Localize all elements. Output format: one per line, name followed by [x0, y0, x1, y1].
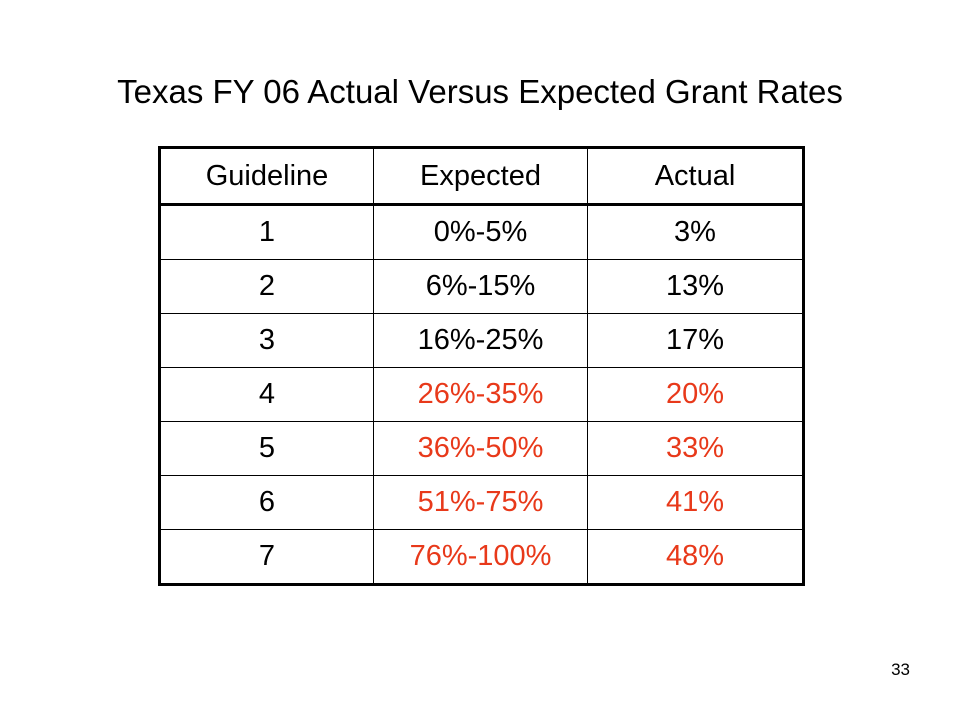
table-row: 6 51%-75% 41% — [159, 475, 804, 530]
grant-rates-table: Guideline Expected Actual 1 0%-5% 3% 2 6… — [158, 146, 805, 586]
guideline-cell: 2 — [159, 259, 374, 314]
page-number: 33 — [891, 660, 910, 679]
expected-cell: 36%-50% — [373, 421, 588, 476]
expected-cell: 0%-5% — [373, 204, 588, 260]
actual-cell: 17% — [587, 313, 804, 368]
expected-cell: 16%-25% — [373, 313, 588, 368]
actual-cell: 20% — [587, 367, 804, 422]
guideline-cell: 1 — [159, 204, 374, 260]
actual-cell: 3% — [587, 204, 804, 260]
table-row: 7 76%-100% 48% — [159, 529, 804, 585]
header-guideline: Guideline — [159, 147, 374, 206]
table-row: 4 26%-35% 20% — [159, 367, 804, 422]
header-expected: Expected — [373, 147, 588, 206]
table-row: 5 36%-50% 33% — [159, 421, 804, 476]
actual-cell: 41% — [587, 475, 804, 530]
table-header-row: Guideline Expected Actual — [159, 147, 804, 206]
table-row: 2 6%-15% 13% — [159, 259, 804, 314]
guideline-cell: 3 — [159, 313, 374, 368]
expected-cell: 6%-15% — [373, 259, 588, 314]
actual-cell: 33% — [587, 421, 804, 476]
expected-cell: 26%-35% — [373, 367, 588, 422]
actual-cell: 48% — [587, 529, 804, 585]
guideline-cell: 4 — [159, 367, 374, 422]
expected-cell: 76%-100% — [373, 529, 588, 585]
guideline-cell: 5 — [159, 421, 374, 476]
guideline-cell: 7 — [159, 529, 374, 585]
header-actual: Actual — [587, 147, 804, 206]
table-row: 1 0%-5% 3% — [159, 204, 804, 260]
slide-title: Texas FY 06 Actual Versus Expected Grant… — [117, 73, 843, 110]
table-row: 3 16%-25% 17% — [159, 313, 804, 368]
guideline-cell: 6 — [159, 475, 374, 530]
expected-cell: 51%-75% — [373, 475, 588, 530]
actual-cell: 13% — [587, 259, 804, 314]
